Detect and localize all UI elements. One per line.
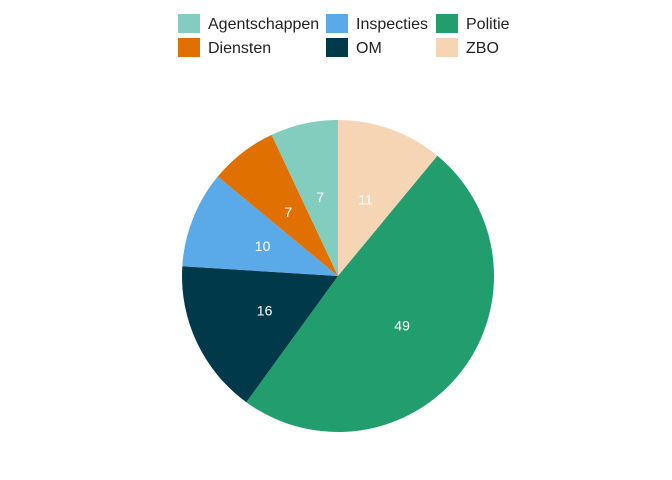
slice-label-agentschappen: 7 — [316, 189, 324, 205]
legend-item-agentschappen: Agentschappen — [178, 14, 319, 33]
legend-swatch-agentschappen — [178, 14, 200, 33]
pie-slice-inspecties — [182, 176, 338, 276]
slice-label-diensten: 7 — [284, 204, 292, 220]
legend-label-agentschappen: Agentschappen — [208, 16, 319, 33]
pie-slices — [182, 120, 495, 433]
slice-label-zbo: 11 — [358, 192, 373, 208]
legend-item-om: OM — [326, 38, 382, 57]
pie-slice-labels: 11 49 16 10 7 7 — [255, 189, 410, 334]
pie-slice-politie — [246, 155, 495, 433]
slice-label-om: 16 — [257, 303, 273, 319]
legend-label-inspecties: Inspecties — [356, 16, 428, 33]
legend-swatch-politie — [436, 14, 458, 33]
pie-slice-agentschappen — [271, 120, 338, 276]
legend-swatch-inspecties — [326, 14, 348, 33]
slice-label-politie: 49 — [394, 318, 410, 334]
legend-label-zbo: ZBO — [466, 40, 499, 57]
legend-item-diensten: Diensten — [178, 38, 271, 57]
slice-label-inspecties: 10 — [255, 238, 271, 254]
legend-swatch-om — [326, 38, 348, 57]
legend-label-om: OM — [356, 40, 382, 57]
pie-slice-zbo — [338, 120, 438, 276]
legend-swatch-diensten — [178, 38, 200, 57]
legend-label-diensten: Diensten — [208, 40, 271, 57]
legend-item-zbo: ZBO — [436, 38, 499, 57]
pie-slice-om — [182, 266, 338, 403]
legend-label-politie: Politie — [466, 16, 510, 33]
legend: Agentschappen Diensten Inspecties OM Politie… — [178, 14, 510, 57]
legend-swatch-zbo — [436, 38, 458, 57]
legend-item-politie: Politie — [436, 14, 510, 33]
legend-item-inspecties: Inspecties — [326, 14, 428, 33]
pie-slice-diensten — [217, 134, 338, 276]
